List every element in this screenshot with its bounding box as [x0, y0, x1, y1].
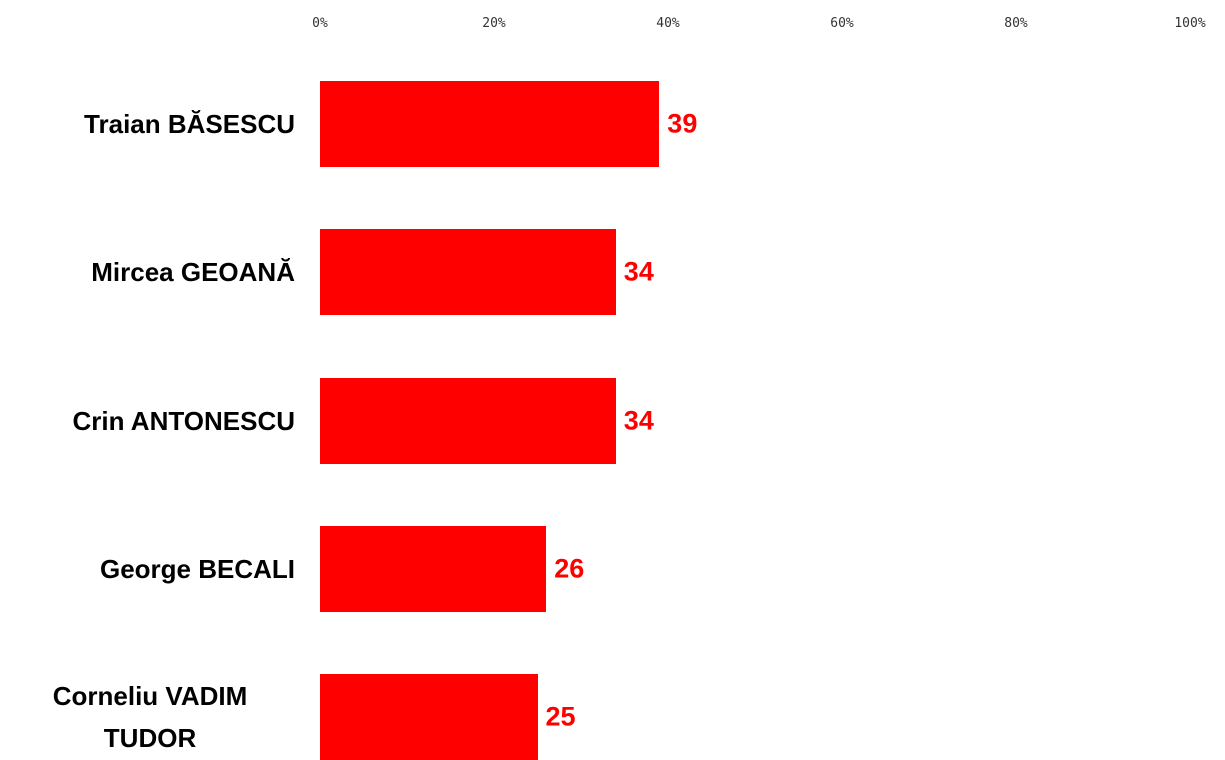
value-label: 25	[545, 701, 576, 732]
value-label: 34	[623, 256, 654, 287]
value-label: 34	[623, 405, 654, 436]
x-tick-label: 40%	[656, 16, 680, 31]
value-label: 26	[554, 553, 585, 584]
category-text: George BECALI	[99, 553, 295, 584]
category-text: Mircea GEOANĂ	[91, 257, 295, 288]
category-label: Traian BĂSESCU	[0, 103, 295, 145]
category-text: Crin ANTONESCU	[72, 405, 295, 436]
bar	[320, 525, 547, 612]
bar	[320, 377, 616, 464]
bar	[320, 229, 616, 316]
category-label: Crin ANTONESCU	[0, 400, 295, 442]
x-tick-label: 0%	[312, 16, 328, 31]
x-tick-label: 60%	[830, 16, 854, 31]
x-tick-label: 100%	[1174, 16, 1206, 31]
x-tick-label: 20%	[482, 16, 506, 31]
category-label: Mircea GEOANĂ	[0, 251, 295, 293]
value-label: 39	[667, 108, 698, 139]
category-label: Corneliu VADIM TUDOR	[0, 675, 295, 759]
x-tick-label: 80%	[1004, 16, 1028, 31]
bar	[320, 81, 660, 167]
category-text: Traian BĂSESCU	[84, 109, 295, 139]
category-text: Corneliu VADIM TUDOR	[52, 681, 248, 754]
bar	[320, 674, 538, 760]
category-label: George BECALI	[0, 548, 295, 590]
